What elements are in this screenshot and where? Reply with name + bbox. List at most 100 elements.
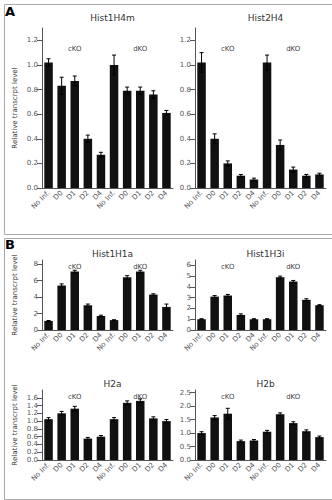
svg-text:dKO: dKO: [133, 45, 148, 53]
svg-text:No Inf.: No Inf.: [95, 189, 116, 210]
svg-text:Hist1H3i: Hist1H3i: [246, 249, 284, 259]
svg-text:D1: D1: [65, 331, 78, 344]
svg-text:0.4: 0.4: [180, 135, 192, 143]
svg-text:D0: D0: [270, 461, 283, 474]
svg-text:No Inf.: No Inf.: [30, 189, 51, 210]
svg-text:No Inf.: No Inf.: [248, 331, 269, 352]
svg-text:4: 4: [187, 283, 192, 291]
svg-text:D2: D2: [78, 461, 91, 474]
svg-text:0.8: 0.8: [180, 86, 191, 94]
svg-text:8: 8: [34, 260, 38, 268]
svg-text:D0: D0: [270, 331, 283, 344]
svg-text:No Inf.: No Inf.: [248, 461, 269, 482]
svg-text:cKO: cKO: [221, 45, 235, 53]
svg-text:Hist2H4: Hist2H4: [248, 13, 284, 23]
svg-text:1.5: 1.5: [180, 416, 191, 424]
svg-text:D1: D1: [283, 189, 296, 202]
svg-text:cKO: cKO: [221, 263, 235, 271]
svg-text:No Inf.: No Inf.: [183, 461, 204, 482]
svg-text:D2: D2: [144, 331, 157, 344]
svg-text:No Inf.: No Inf.: [95, 331, 116, 352]
svg-text:H2b: H2b: [256, 379, 274, 389]
svg-text:0.2: 0.2: [180, 159, 191, 167]
svg-text:D1: D1: [283, 461, 296, 474]
svg-text:1.0: 1.0: [180, 429, 191, 437]
svg-text:0.4: 0.4: [27, 440, 39, 448]
svg-text:D4: D4: [157, 461, 170, 474]
svg-text:D1: D1: [130, 331, 143, 344]
svg-text:0.0: 0.0: [180, 456, 191, 464]
svg-text:No Inf.: No Inf.: [183, 331, 204, 352]
svg-text:6: 6: [34, 277, 39, 285]
svg-text:D1: D1: [283, 331, 296, 344]
svg-text:1.2: 1.2: [27, 409, 38, 417]
svg-text:Relative transcrpt level: Relative transcrpt level: [11, 254, 19, 335]
svg-text:0.2: 0.2: [27, 448, 38, 456]
svg-text:0.8: 0.8: [27, 425, 38, 433]
svg-text:2.5: 2.5: [180, 389, 191, 397]
svg-text:B: B: [5, 237, 15, 252]
svg-text:D4: D4: [310, 461, 323, 474]
svg-text:0.0: 0.0: [180, 184, 191, 192]
svg-text:Relative transcrpt level: Relative transcrpt level: [11, 67, 19, 148]
svg-text:D2: D2: [297, 461, 310, 474]
svg-text:dKO: dKO: [286, 393, 301, 401]
svg-text:D1: D1: [130, 189, 143, 202]
svg-text:cKO: cKO: [68, 45, 82, 53]
svg-text:0.2: 0.2: [27, 159, 38, 167]
svg-text:D2: D2: [297, 189, 310, 202]
svg-text:2: 2: [187, 304, 191, 312]
svg-text:D0: D0: [117, 461, 130, 474]
svg-text:D4: D4: [157, 331, 170, 344]
svg-text:6: 6: [187, 261, 192, 269]
svg-text:No Inf.: No Inf.: [183, 189, 204, 210]
svg-text:D1: D1: [65, 461, 78, 474]
svg-text:D1: D1: [130, 461, 143, 474]
svg-text:dKO: dKO: [133, 393, 148, 401]
svg-text:1.0: 1.0: [27, 417, 38, 425]
svg-text:0.0: 0.0: [27, 456, 38, 464]
svg-text:D2: D2: [144, 461, 157, 474]
svg-text:4: 4: [34, 293, 39, 301]
svg-text:D2: D2: [78, 331, 91, 344]
svg-text:D2: D2: [144, 189, 157, 202]
svg-text:0.6: 0.6: [180, 110, 192, 118]
svg-text:1: 1: [187, 315, 191, 323]
svg-text:cKO: cKO: [68, 393, 82, 401]
svg-text:2.0: 2.0: [180, 402, 191, 410]
svg-text:No Inf.: No Inf.: [30, 331, 51, 352]
svg-text:D1: D1: [218, 189, 231, 202]
svg-text:D2: D2: [231, 331, 244, 344]
svg-text:A: A: [5, 4, 15, 19]
svg-text:1.4: 1.4: [27, 402, 39, 410]
svg-text:D0: D0: [117, 189, 130, 202]
svg-text:dKO: dKO: [286, 45, 301, 53]
svg-text:D1: D1: [218, 461, 231, 474]
svg-text:D0: D0: [52, 461, 65, 474]
svg-text:1.0: 1.0: [27, 61, 38, 69]
svg-text:No Inf.: No Inf.: [95, 461, 116, 482]
svg-text:D2: D2: [231, 189, 244, 202]
svg-text:2: 2: [34, 310, 38, 318]
svg-text:D1: D1: [218, 331, 231, 344]
svg-text:D4: D4: [310, 331, 323, 344]
svg-text:D0: D0: [52, 331, 65, 344]
svg-text:1.2: 1.2: [27, 36, 38, 44]
svg-text:No Inf.: No Inf.: [30, 461, 51, 482]
svg-text:D4: D4: [157, 189, 170, 202]
svg-text:0.6: 0.6: [27, 110, 39, 118]
svg-text:D0: D0: [117, 331, 130, 344]
svg-text:cKO: cKO: [68, 263, 82, 271]
svg-text:0.5: 0.5: [180, 443, 191, 451]
svg-text:dKO: dKO: [286, 263, 301, 271]
svg-text:D2: D2: [297, 331, 310, 344]
svg-text:1.0: 1.0: [180, 61, 191, 69]
svg-text:3: 3: [187, 294, 191, 302]
svg-text:0: 0: [187, 326, 191, 334]
svg-text:0.6: 0.6: [27, 433, 39, 441]
svg-text:D4: D4: [310, 189, 323, 202]
svg-text:H2a: H2a: [103, 379, 121, 389]
svg-text:D0: D0: [270, 189, 283, 202]
svg-text:1.6: 1.6: [27, 394, 39, 402]
svg-text:D2: D2: [231, 461, 244, 474]
